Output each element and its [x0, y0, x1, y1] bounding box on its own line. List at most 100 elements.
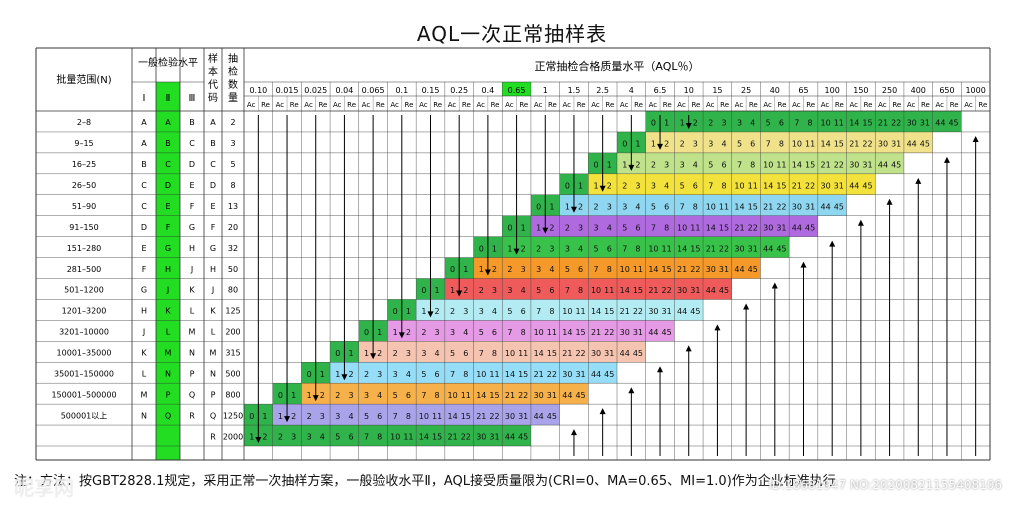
- level-ii: H: [165, 265, 171, 274]
- ac-value: 7: [737, 161, 742, 170]
- re-value: 31: [489, 433, 499, 442]
- ac-header: Ac: [419, 101, 428, 109]
- cell-bg: [846, 111, 876, 132]
- ac-value: 14: [505, 370, 515, 379]
- cell-bg: [703, 194, 732, 216]
- level-i: H: [141, 307, 147, 316]
- re-value: 11: [690, 223, 700, 232]
- re-value: 31: [748, 244, 758, 253]
- re-header: Re: [290, 101, 299, 109]
- re-value: 4: [406, 370, 411, 379]
- batch-range: 16–25: [72, 160, 96, 169]
- re-value: 22: [834, 161, 844, 170]
- ac-value: 30: [620, 328, 630, 337]
- sample-size: 800: [225, 390, 240, 399]
- ac-value: 10: [562, 307, 572, 316]
- level-i: E: [141, 244, 146, 253]
- ac-value: 1: [364, 349, 369, 358]
- re-value: 6: [721, 161, 726, 170]
- level-i: N: [141, 411, 147, 420]
- down-arrow-head: [513, 248, 520, 255]
- ac-value: 30: [648, 307, 658, 316]
- cell-bg: [760, 194, 790, 216]
- down-arrow-head: [657, 143, 664, 150]
- down-arrow-head: [570, 206, 577, 213]
- ac-value: 5: [651, 202, 656, 211]
- level-iii: K: [189, 286, 195, 295]
- sample-size: 80: [228, 286, 238, 295]
- ac-value: 10: [476, 370, 486, 379]
- cell-bg: [588, 362, 617, 384]
- cell-bg: [502, 278, 531, 300]
- cell-bg: [559, 341, 589, 363]
- ac-value: 2: [622, 181, 627, 190]
- re-value: 22: [776, 202, 786, 211]
- ac-value: 30: [907, 119, 917, 128]
- ac-value: 2: [536, 244, 541, 253]
- aql-value-header: 65: [798, 86, 808, 95]
- ac-header: Ac: [276, 101, 285, 109]
- re-value: 8: [779, 140, 784, 149]
- aql-value-header: 0.4: [482, 86, 495, 95]
- sample-size: 5: [230, 160, 235, 169]
- ac-value: 5: [450, 349, 455, 358]
- re-value: 1: [320, 370, 325, 379]
- re-value: 8: [721, 181, 726, 190]
- cell-bg: [645, 278, 675, 300]
- ac-value: 7: [794, 119, 799, 128]
- down-arrow-head: [341, 374, 348, 381]
- re-value: 11: [547, 328, 557, 337]
- re-value: 4: [750, 119, 755, 128]
- re-value: 6: [492, 328, 497, 337]
- re-value: 15: [604, 307, 614, 316]
- cell-bg: [530, 299, 560, 321]
- ac-value: 44: [706, 286, 716, 295]
- ac-value: 2: [651, 161, 656, 170]
- ac-value: 44: [763, 244, 773, 253]
- cell-bg: [301, 425, 331, 446]
- aql-value-header: 6.5: [654, 86, 667, 95]
- cell-bg: [645, 236, 675, 258]
- ac-value: 3: [594, 223, 599, 232]
- down-arrow-head: [685, 122, 692, 129]
- cell-bg: [674, 131, 704, 153]
- aql-value-header: 0.065: [362, 86, 385, 95]
- ac-value: 5: [364, 412, 369, 421]
- re-value: 3: [320, 412, 325, 421]
- re-value: 22: [489, 412, 499, 421]
- ac-value: 2: [507, 265, 512, 274]
- re-value: 31: [776, 223, 786, 232]
- ac-value: 10: [505, 349, 515, 358]
- ac-value: 14: [648, 265, 658, 274]
- cell-bg: [789, 173, 818, 195]
- cell-bg: [416, 425, 445, 446]
- re-value: 2: [664, 140, 669, 149]
- level-iii: Q: [189, 390, 195, 399]
- sample-size: 315: [225, 349, 240, 358]
- cell-bg: [416, 320, 445, 342]
- sample-size: 32: [228, 244, 238, 253]
- ac-value: 0: [421, 286, 426, 295]
- cell-bg: [416, 341, 445, 363]
- level-i: B: [141, 160, 147, 169]
- ac-value: 3: [479, 307, 484, 316]
- re-value: 15: [662, 265, 672, 274]
- cell-bg: [789, 194, 818, 216]
- re-value: 3: [463, 307, 468, 316]
- re-value: 45: [920, 140, 930, 149]
- level-i: J: [142, 328, 145, 337]
- ac-value: 7: [565, 286, 570, 295]
- re-value: 8: [664, 223, 669, 232]
- ac-header: Ac: [964, 101, 973, 109]
- re-value: 1: [463, 265, 468, 274]
- cell-bg: [645, 152, 675, 174]
- sample-size-header: 数: [228, 78, 238, 91]
- re-value: 45: [862, 181, 872, 190]
- sample-code: K: [210, 307, 216, 316]
- ac-value: 14: [562, 328, 572, 337]
- ac-value: 0: [536, 202, 541, 211]
- aql-value-header: 150: [853, 86, 868, 95]
- ac-value: 30: [562, 370, 572, 379]
- ac-value: 7: [594, 265, 599, 274]
- cell-bg: [789, 131, 818, 153]
